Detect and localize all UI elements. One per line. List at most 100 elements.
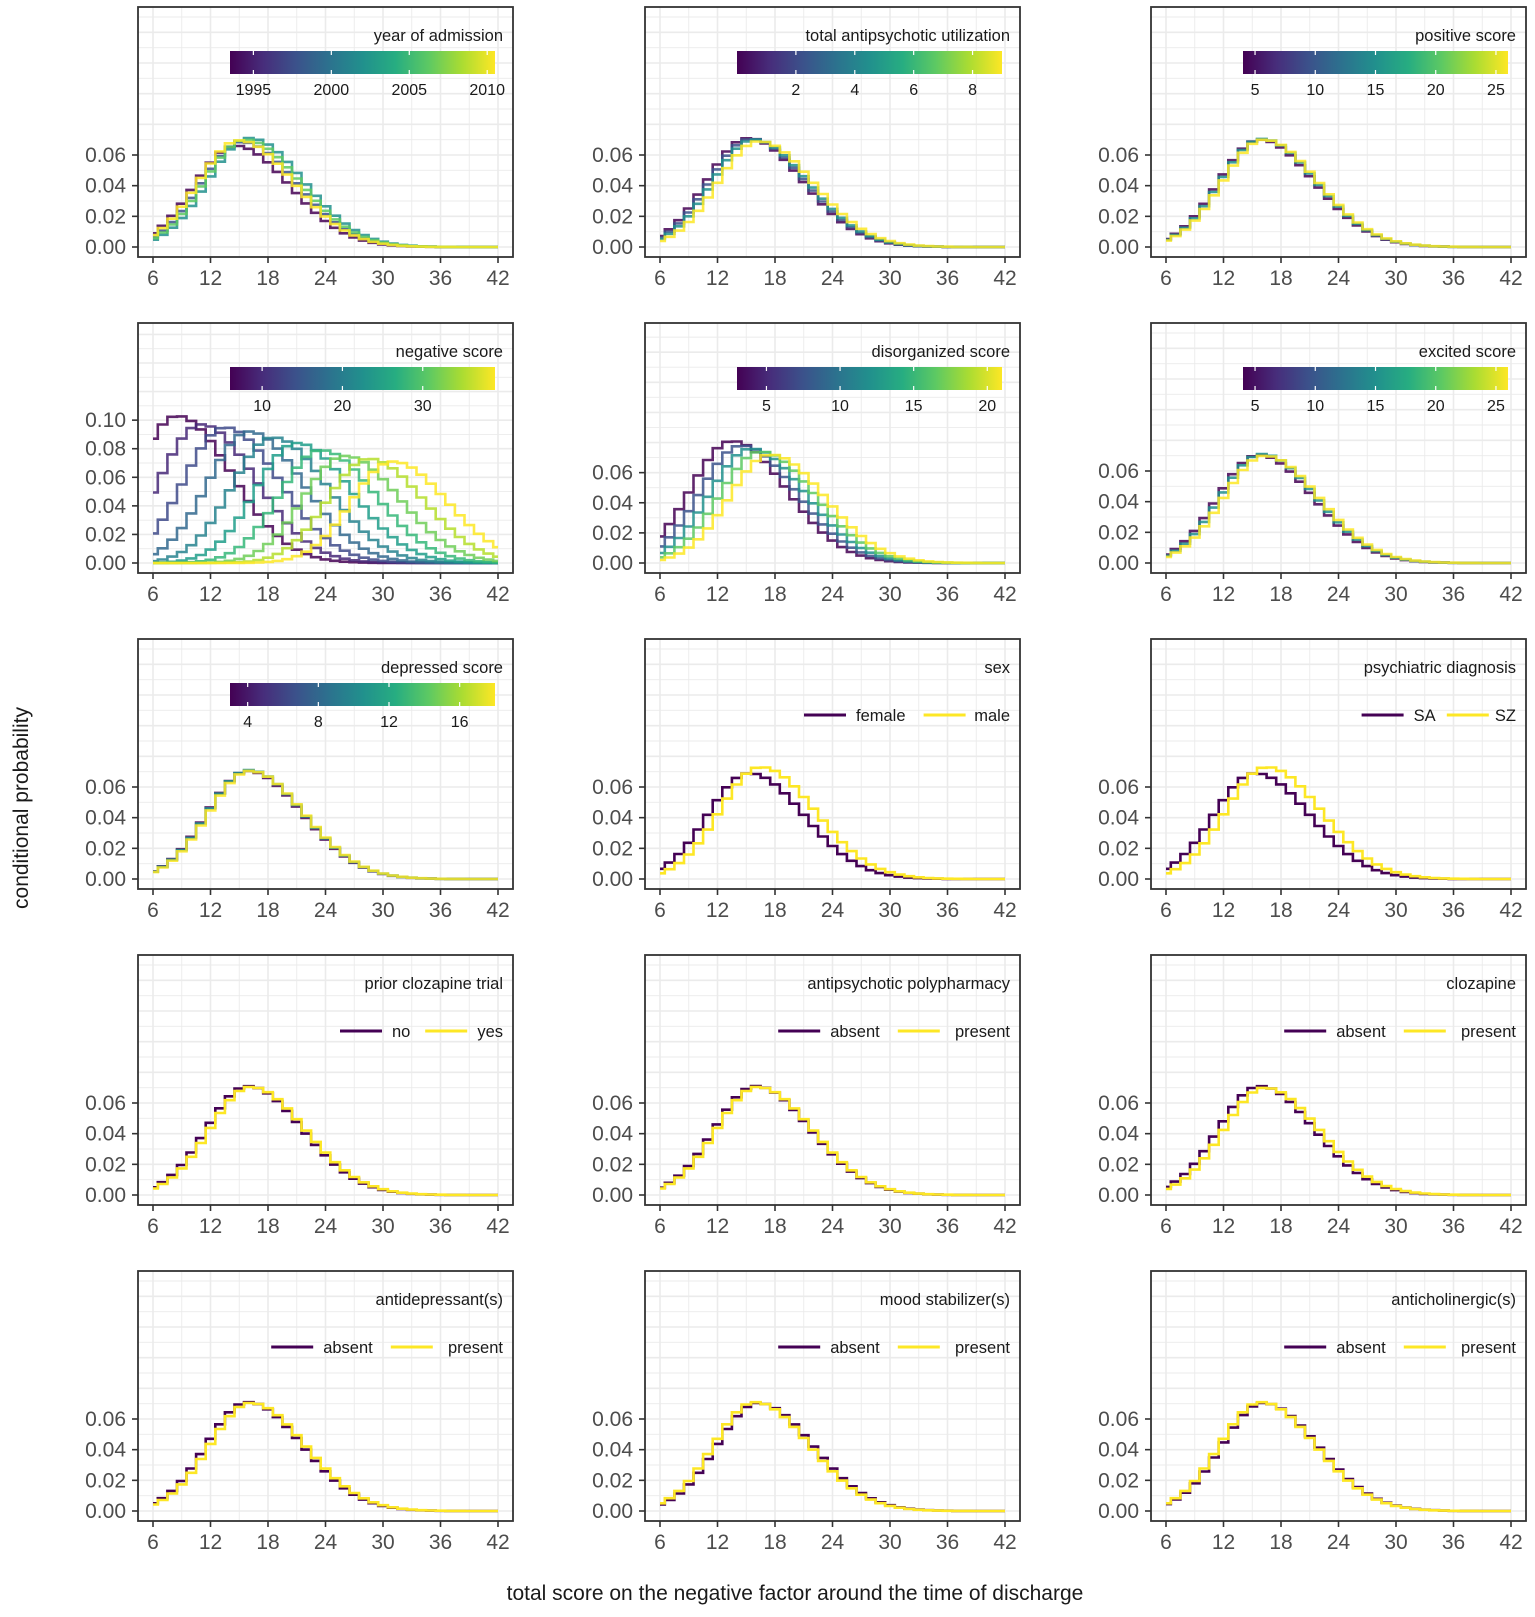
x-tick-label: 12 [706,1215,729,1238]
curve-present [153,1401,498,1513]
x-tick-label: 12 [199,1215,222,1238]
colorbar-label: 15 [1367,398,1385,415]
legend-title: year of admission [374,27,503,45]
x-tick-label: 42 [993,1531,1016,1554]
x-tick-label: 42 [486,583,509,606]
colorbar [1243,367,1508,390]
panel-disorganized: 6 12 18 24 30 36 42 0.00 0.02 0.04 0.06 disorganize… [592,322,1021,606]
y-tick-label: 0.00 [592,1500,633,1523]
panel-depressed: 6 12 18 24 30 36 42 0.00 0.02 0.04 0.06 depressed s… [85,638,514,922]
curve-21 [153,441,498,565]
x-tick-label: 42 [993,1215,1016,1238]
y-tick-label: 0.04 [1098,1439,1139,1462]
colorbar-label: 30 [414,398,432,415]
colorbar [230,51,495,74]
panel-positive: 6 12 18 24 30 36 42 0.00 0.02 0.04 0.06 positive sc… [1098,6,1527,290]
x-tick-label: 18 [1269,583,1292,606]
panel-clozapine: 6 12 18 24 30 36 42 0.00 0.02 0.04 0.06 clozapine ab… [1098,954,1527,1238]
y-tick-label: 0.00 [85,1500,126,1523]
y-tick-label: 0.06 [592,1408,633,1431]
colorbar-label: 20 [978,398,996,415]
y-tick-label: 0.02 [592,522,633,545]
y-tick-label: 0.00 [85,236,126,259]
x-tick-label: 30 [371,267,394,290]
curve-present [660,1085,1005,1197]
legend-title: negative score [396,343,503,361]
colorbar-label: 5 [762,398,771,415]
colorbar-label: 4 [243,714,252,731]
x-tick-label: 36 [429,1531,452,1554]
y-tick-label: 0.00 [1098,552,1139,575]
y-tick-label: 0.04 [1098,175,1139,198]
colorbar-label: 20 [334,398,352,415]
y-tick-label: 0.06 [1098,460,1139,483]
x-tick-label: 18 [256,1215,279,1238]
x-tick-label: 36 [429,899,452,922]
x-tick-label: 6 [147,267,159,290]
y-tick-label: 0.02 [1098,205,1139,228]
x-tick-label: 36 [429,1215,452,1238]
y-tick-label: 0.10 [85,409,126,432]
x-tick-label: 12 [706,899,729,922]
colorbar-label: 8 [968,82,977,99]
x-tick-label: 24 [1327,267,1351,290]
legend-title: antipsychotic polypharmacy [807,975,1010,993]
y-tick-label: 0.02 [1098,837,1139,860]
panel-diagnosis: 6 12 18 24 30 36 42 0.00 0.02 0.04 0.06 psychiatric… [1098,638,1527,922]
x-tick-label: 42 [1499,267,1522,290]
y-tick-label: 0.06 [592,1092,633,1115]
legend-label: present [955,1339,1010,1357]
x-tick-label: 36 [936,583,959,606]
x-tick-label: 36 [1442,583,1465,606]
colorbar-label: 2010 [469,82,505,99]
legend-title: antidepressant(s) [376,1291,503,1309]
x-tick-label: 12 [1212,267,1235,290]
y-tick-label: 0.02 [85,1153,126,1176]
y-tick-label: 0.06 [85,1092,126,1115]
x-tick-label: 6 [147,899,159,922]
x-tick-label: 42 [1499,899,1522,922]
y-tick-label: 0.06 [85,466,126,489]
x-tick-label: 6 [654,1531,666,1554]
panel-anticholinergic: 6 12 18 24 30 36 42 0.00 0.02 0.04 0.06 anticholine… [1098,1270,1527,1554]
legend-label: present [1461,1339,1516,1357]
x-tick-label: 18 [1269,899,1292,922]
x-tick-label: 6 [1160,267,1172,290]
colorbar-label: 20 [1427,82,1445,99]
panel-prior_cloz: 6 12 18 24 30 36 42 0.00 0.02 0.04 0.06 prior cloza… [85,954,514,1238]
y-tick-label: 0.02 [592,1153,633,1176]
legend-label: female [856,707,906,725]
x-tick-label: 42 [993,583,1016,606]
x-axis-title: total score on the negative factor aroun… [507,1582,1084,1605]
y-tick-label: 0.00 [1098,236,1139,259]
x-tick-label: 6 [1160,1531,1172,1554]
x-tick-label: 30 [878,1215,901,1238]
x-tick-label: 12 [1212,899,1235,922]
x-tick-label: 6 [1160,1215,1172,1238]
y-tick-label: 0.00 [592,868,633,891]
x-tick-label: 24 [821,267,845,290]
x-tick-label: 36 [936,267,959,290]
x-tick-label: 30 [1384,899,1407,922]
curve-18 [153,436,498,565]
y-tick-label: 0.02 [85,837,126,860]
colorbar-label: 2 [791,82,800,99]
x-tick-label: 6 [654,899,666,922]
legend-label: absent [323,1339,373,1357]
y-tick-label: 0.04 [592,807,633,830]
y-tick-label: 0.06 [592,462,633,485]
y-tick-label: 0.02 [592,1469,633,1492]
curve-34 [153,460,498,565]
colorbar [1243,51,1508,74]
y-axis-title: conditional probability [10,707,33,909]
x-tick-label: 18 [1269,267,1292,290]
x-tick-label: 42 [486,267,509,290]
x-tick-label: 12 [199,1531,222,1554]
panel-year: 6 12 18 24 30 36 42 0.00 0.02 0.04 0.06 year of adm… [85,6,514,290]
x-tick-label: 12 [199,899,222,922]
x-tick-label: 30 [371,1531,394,1554]
x-tick-label: 24 [821,1215,845,1238]
legend-label: present [448,1339,503,1357]
x-tick-label: 18 [763,583,786,606]
